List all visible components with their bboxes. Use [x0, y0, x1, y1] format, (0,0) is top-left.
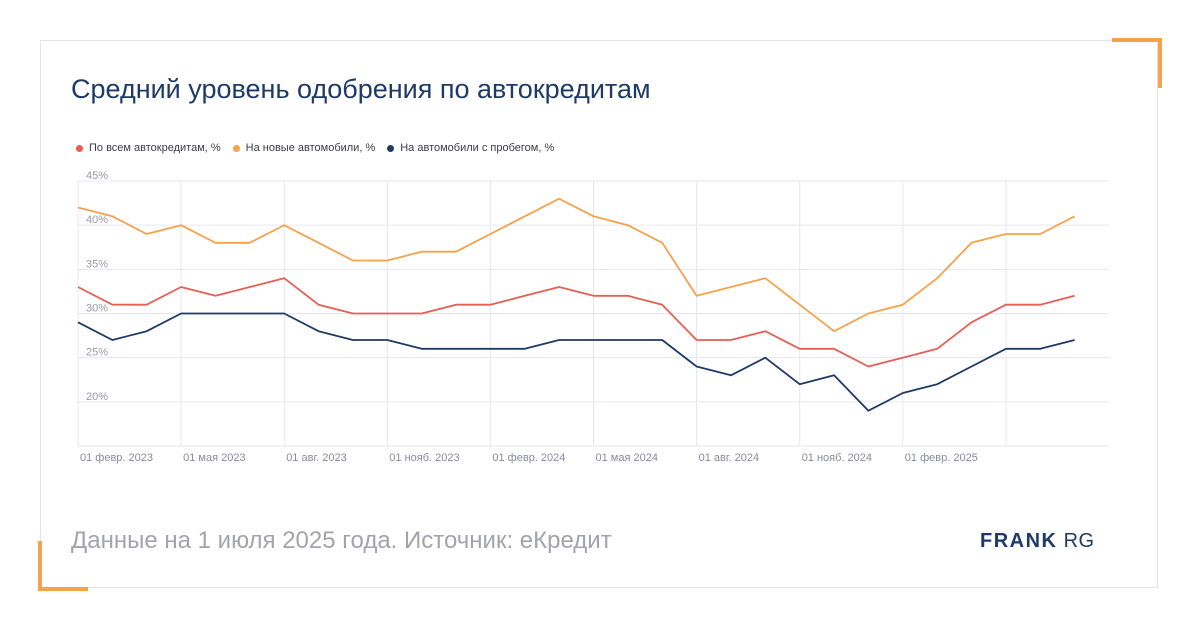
x-tick-label: 01 авг. 2024 — [699, 452, 760, 464]
legend-label-used: На автомобили с пробегом, % — [400, 142, 555, 154]
frank-rg-logo: FRANK RG — [980, 530, 1095, 553]
legend-item-used[interactable]: На автомобили с пробегом, % — [387, 142, 554, 154]
chart-title: Средний уровень одобрения по автокредита… — [71, 74, 651, 104]
y-tick-label: 45% — [86, 170, 108, 182]
x-tick-label: 01 нояб. 2024 — [802, 452, 872, 464]
corner-accent-top-right-vertical — [1158, 38, 1162, 88]
legend-label-new: На новые автомобили, % — [245, 142, 376, 154]
logo-bold-text: FRANK — [980, 530, 1058, 552]
x-tick-label: 01 февр. 2025 — [905, 452, 978, 464]
x-tick-label: 01 мая 2023 — [183, 452, 245, 464]
y-tick-label: 20% — [86, 391, 108, 403]
series-line-1 — [77, 197, 1076, 333]
legend-dot-all — [76, 144, 83, 152]
x-tick-label: 01 авг. 2023 — [286, 452, 347, 464]
legend-label-all: По всем автокредитам, % — [89, 142, 221, 154]
legend-dot-used — [387, 144, 395, 152]
corner-accent-bottom-left-vertical — [38, 541, 42, 591]
chart-legend: По всем автокредитам, % На новые автомоб… — [76, 142, 554, 154]
x-tick-label: 01 февр. 2024 — [492, 452, 565, 464]
legend-item-new[interactable]: На новые автомобили, % — [232, 142, 376, 154]
x-tick-label: 01 нояб. 2023 — [389, 452, 459, 464]
legend-dot-new — [232, 144, 240, 152]
corner-accent-bottom-left — [38, 587, 88, 591]
x-tick-label: 01 февр. 2023 — [80, 452, 153, 464]
y-tick-label: 40% — [86, 214, 108, 226]
source-footnote: Данные на 1 июля 2025 года. Источник: еК… — [71, 527, 612, 554]
x-tick-label: 01 мая 2024 — [596, 452, 658, 464]
y-tick-label: 30% — [86, 303, 108, 315]
series-line-0 — [77, 277, 1075, 368]
corner-accent-top-right — [1112, 38, 1162, 42]
y-tick-label: 35% — [86, 258, 108, 270]
logo-light-text: RG — [1063, 530, 1095, 552]
series-line-2 — [77, 312, 1075, 412]
y-tick-label: 25% — [86, 347, 108, 359]
legend-item-all[interactable]: По всем автокредитам, % — [76, 142, 221, 154]
